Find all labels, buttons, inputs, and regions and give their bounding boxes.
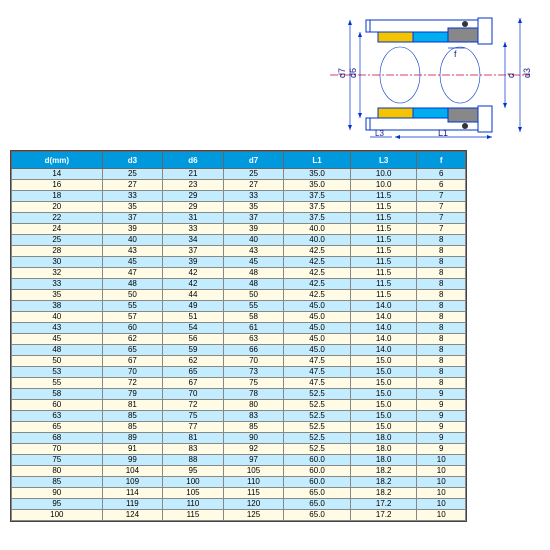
dim-l3: L3 (375, 129, 384, 138)
seal-cross-section-diagram: d7 d6 d3 d L1 L3 f (320, 10, 540, 140)
table-row: 10012411512565.017.210 (12, 510, 466, 521)
table-row: 6385758352.515.09 (12, 411, 466, 422)
table-header: f (417, 152, 466, 169)
table-row: 9011410511565.018.210 (12, 488, 466, 499)
table-row: 1627232735.010.06 (12, 180, 466, 191)
dimensions-table: d(mm)d3d6d7L1L3f 1425212535.010.06162723… (10, 150, 467, 522)
table-row: 5067627047.515.08 (12, 356, 466, 367)
dim-f: f (454, 49, 457, 59)
dim-l1: L1 (438, 128, 448, 138)
table-row: 2035293537.511.57 (12, 202, 466, 213)
dim-d7: d7 (337, 68, 347, 78)
table-row: 2843374342.511.58 (12, 246, 466, 257)
table-row: 4865596645.014.08 (12, 345, 466, 356)
dim-d6: d6 (348, 68, 358, 78)
svg-text:d: d (506, 73, 516, 78)
table-row: 1425212535.010.06 (12, 169, 466, 180)
table-row: 3247424842.511.58 (12, 268, 466, 279)
table-header: d(mm) (12, 152, 103, 169)
table-row: 2439333940.011.57 (12, 224, 466, 235)
table-row: 4360546145.014.08 (12, 323, 466, 334)
table-row: 6889819052.518.09 (12, 433, 466, 444)
table-row: 6081728052.515.09 (12, 400, 466, 411)
table-header: d7 (223, 152, 284, 169)
table-row: 1833293337.511.57 (12, 191, 466, 202)
table-row: 4562566345.014.08 (12, 334, 466, 345)
table-row: 3045394542.511.58 (12, 257, 466, 268)
table-row: 2237313737.511.57 (12, 213, 466, 224)
table-row: 5370657347.515.08 (12, 367, 466, 378)
table-row: 3348424842.511.58 (12, 279, 466, 290)
table-row: 5572677547.515.08 (12, 378, 466, 389)
table-header: d6 (163, 152, 224, 169)
table-row: 8510910011060.018.210 (12, 477, 466, 488)
table-header: d3 (102, 152, 163, 169)
table-row: 6585778552.515.09 (12, 422, 466, 433)
table-row: 2540344040.011.58 (12, 235, 466, 246)
table-row: 9511911012065.017.210 (12, 499, 466, 510)
table-row: 3855495545.014.08 (12, 301, 466, 312)
table-header: L1 (284, 152, 351, 169)
table-row: 7599889760.018.010 (12, 455, 466, 466)
table-row: 5879707852.515.09 (12, 389, 466, 400)
table-row: 801049510560.018.210 (12, 466, 466, 477)
table-row: 7091839252.518.09 (12, 444, 466, 455)
table-header: L3 (350, 152, 417, 169)
table-row: 3550445042.511.58 (12, 290, 466, 301)
dim-d3: d3 (522, 68, 532, 78)
table-row: 4057515845.014.08 (12, 312, 466, 323)
